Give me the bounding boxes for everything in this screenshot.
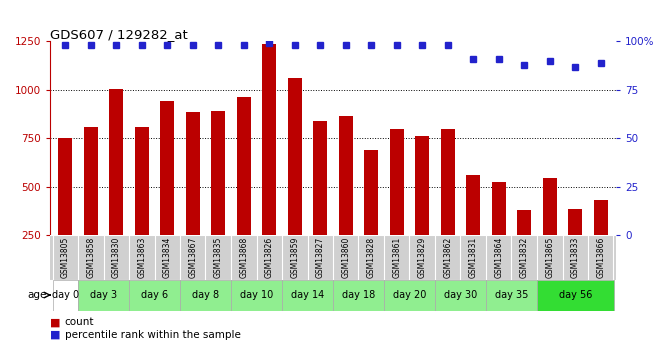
Text: GSM13866: GSM13866 bbox=[596, 236, 605, 278]
Text: GSM13860: GSM13860 bbox=[341, 236, 350, 278]
Bar bbox=[288, 78, 302, 284]
Text: GSM13827: GSM13827 bbox=[316, 236, 325, 278]
Text: GDS607 / 129282_at: GDS607 / 129282_at bbox=[50, 28, 188, 41]
Text: GSM13864: GSM13864 bbox=[494, 236, 503, 278]
Text: GSM13830: GSM13830 bbox=[112, 236, 121, 278]
Bar bbox=[236, 97, 251, 284]
Text: GSM13833: GSM13833 bbox=[571, 236, 579, 278]
Text: count: count bbox=[65, 317, 94, 327]
Text: GSM13805: GSM13805 bbox=[61, 236, 70, 278]
Bar bbox=[109, 89, 123, 284]
Bar bbox=[384, 279, 435, 311]
Text: GSM13834: GSM13834 bbox=[163, 236, 172, 278]
Text: day 10: day 10 bbox=[240, 290, 273, 300]
Bar bbox=[53, 279, 78, 311]
Text: ■: ■ bbox=[50, 317, 61, 327]
Text: day 8: day 8 bbox=[192, 290, 219, 300]
Bar bbox=[231, 279, 282, 311]
Text: day 18: day 18 bbox=[342, 290, 375, 300]
Text: GSM13867: GSM13867 bbox=[188, 236, 197, 278]
Text: GSM13858: GSM13858 bbox=[87, 236, 95, 278]
Bar bbox=[161, 101, 174, 284]
Bar bbox=[543, 178, 557, 284]
Text: GSM13826: GSM13826 bbox=[265, 236, 274, 278]
Bar bbox=[211, 111, 225, 284]
Bar bbox=[364, 150, 378, 284]
Text: age: age bbox=[27, 290, 47, 300]
Bar bbox=[58, 138, 73, 284]
Text: GSM13863: GSM13863 bbox=[137, 236, 147, 278]
Bar bbox=[568, 209, 582, 284]
Bar bbox=[415, 136, 430, 284]
Bar bbox=[390, 129, 404, 284]
Bar bbox=[435, 279, 486, 311]
Bar bbox=[180, 279, 231, 311]
Text: day 35: day 35 bbox=[495, 290, 528, 300]
Text: day 56: day 56 bbox=[559, 290, 592, 300]
Bar bbox=[517, 210, 531, 284]
Bar bbox=[84, 127, 98, 284]
Text: GSM13859: GSM13859 bbox=[290, 236, 299, 278]
Text: day 0: day 0 bbox=[52, 290, 79, 300]
Bar bbox=[313, 121, 327, 284]
Bar bbox=[593, 200, 608, 284]
Text: GSM13868: GSM13868 bbox=[239, 236, 248, 278]
Text: GSM13865: GSM13865 bbox=[545, 236, 554, 278]
Text: GSM13828: GSM13828 bbox=[367, 236, 376, 278]
Bar bbox=[135, 127, 149, 284]
Bar bbox=[129, 279, 180, 311]
Text: GSM13861: GSM13861 bbox=[392, 236, 401, 278]
Bar bbox=[537, 279, 613, 311]
Text: ■: ■ bbox=[50, 330, 61, 339]
Text: GSM13832: GSM13832 bbox=[519, 236, 529, 278]
Text: GSM13829: GSM13829 bbox=[418, 236, 427, 278]
Text: day 20: day 20 bbox=[393, 290, 426, 300]
Bar bbox=[466, 175, 480, 284]
Text: GSM13835: GSM13835 bbox=[214, 236, 222, 278]
Text: GSM13831: GSM13831 bbox=[469, 236, 478, 278]
Bar bbox=[339, 116, 353, 284]
Text: day 14: day 14 bbox=[291, 290, 324, 300]
Bar bbox=[492, 182, 505, 284]
Bar bbox=[333, 279, 384, 311]
Text: percentile rank within the sample: percentile rank within the sample bbox=[65, 330, 240, 339]
Bar bbox=[441, 129, 455, 284]
Bar bbox=[282, 279, 333, 311]
Text: GSM13862: GSM13862 bbox=[444, 236, 452, 278]
Bar bbox=[486, 279, 537, 311]
Bar bbox=[262, 44, 276, 284]
Bar bbox=[78, 279, 129, 311]
Text: day 30: day 30 bbox=[444, 290, 477, 300]
Bar bbox=[186, 112, 200, 284]
Text: day 3: day 3 bbox=[90, 290, 117, 300]
Text: day 6: day 6 bbox=[141, 290, 168, 300]
